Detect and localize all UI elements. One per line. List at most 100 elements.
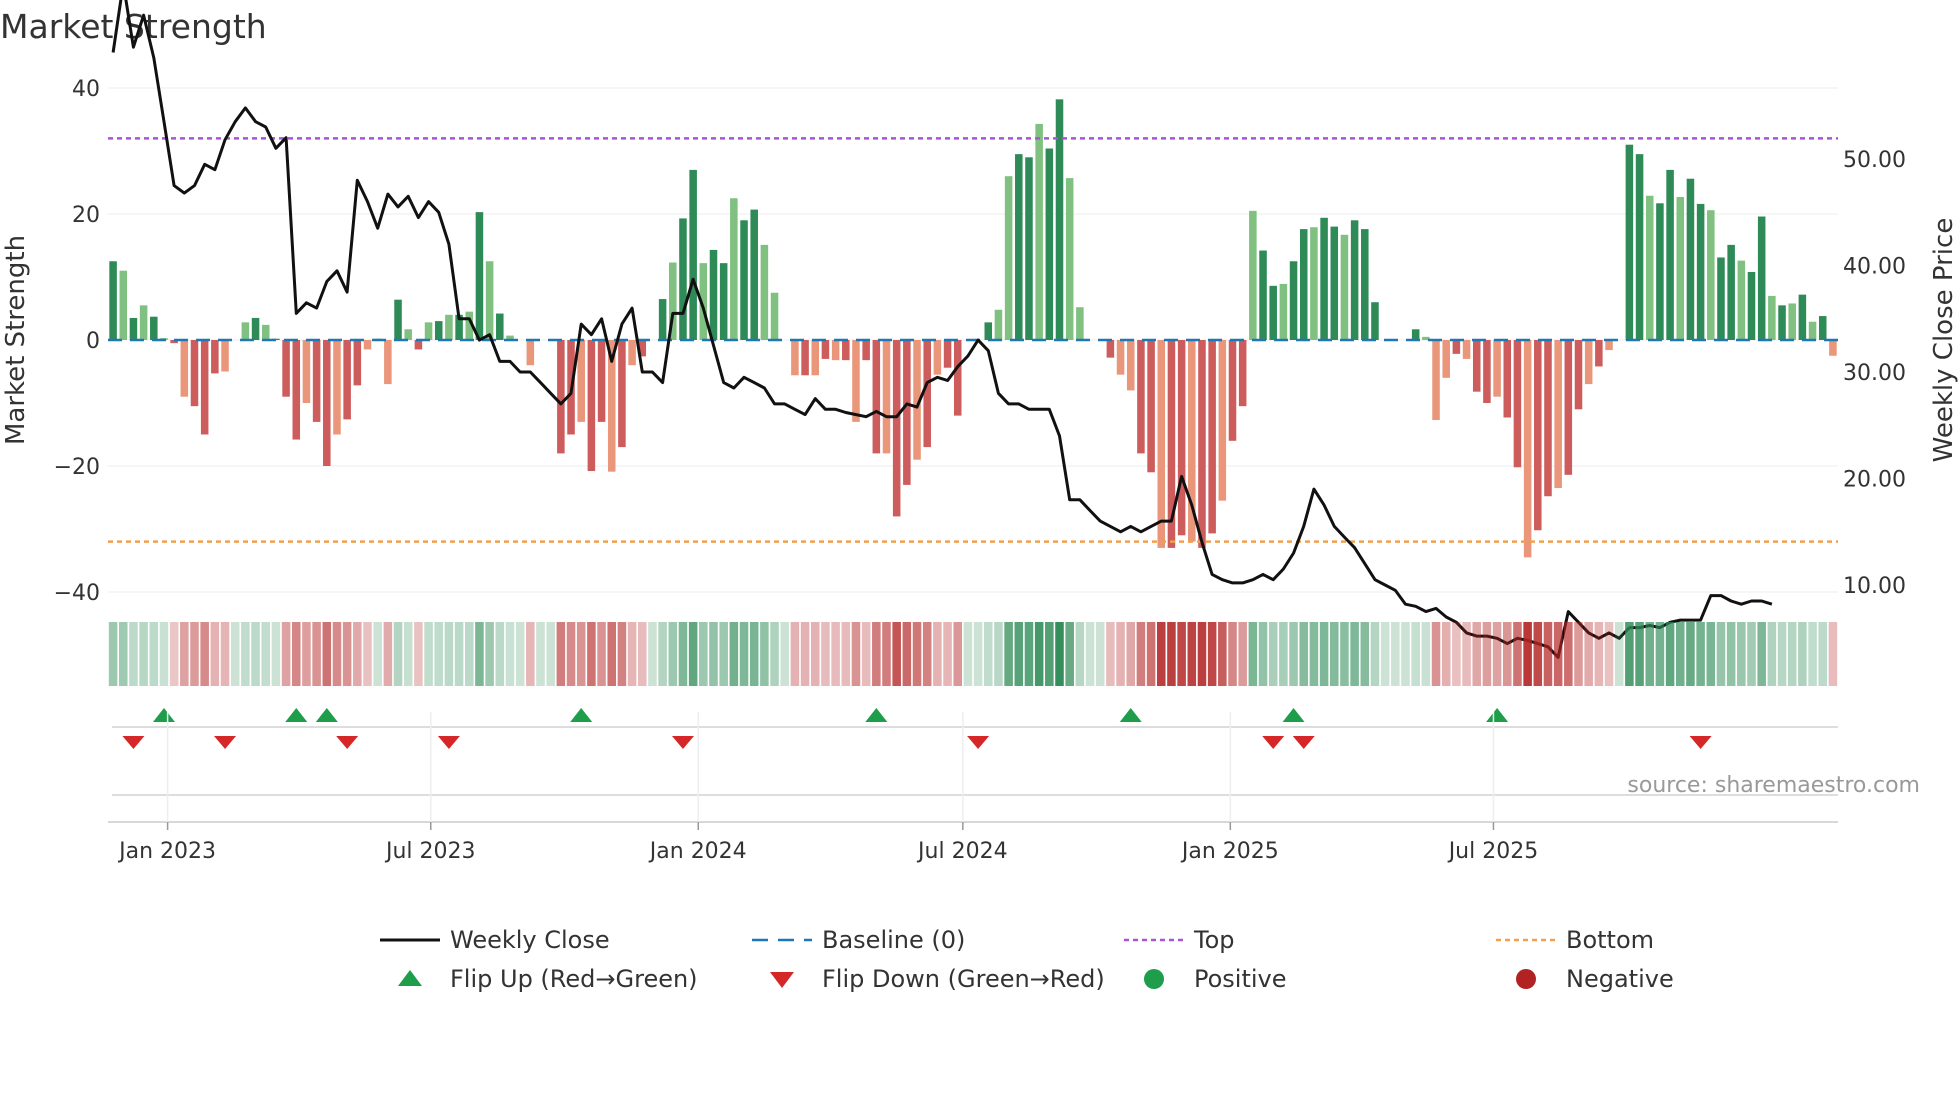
flip-down-marker <box>1689 736 1712 749</box>
strip-cell <box>1014 622 1024 686</box>
weekly-close-line <box>111 0 1773 659</box>
strip-cell <box>515 622 525 686</box>
positive-bar <box>394 299 402 340</box>
flip-up-marker <box>315 708 338 722</box>
strip-cell <box>1625 622 1634 686</box>
strip-cell <box>1584 622 1593 686</box>
left-tick-label: 40 <box>72 77 100 102</box>
strip-cell <box>1279 622 1288 686</box>
strip-cell <box>699 622 708 686</box>
strip-cell <box>1167 622 1176 686</box>
strip-cell <box>393 622 403 686</box>
date-tick-label: Jan 2024 <box>648 839 747 864</box>
negative-bar <box>1544 340 1552 497</box>
negative-bar <box>852 340 860 422</box>
source-note: source: sharemaestro.com <box>1627 773 1920 798</box>
negative-bar <box>302 340 311 403</box>
positive-bar <box>485 261 494 340</box>
strip-cell <box>312 622 321 686</box>
strip-cell <box>912 622 922 686</box>
strip-cell <box>688 622 698 686</box>
negative-bar <box>343 340 351 420</box>
positive-bar <box>1015 154 1023 340</box>
strip-cell <box>1309 622 1319 686</box>
positive-bar <box>1645 195 1654 340</box>
strip-cell <box>963 622 973 686</box>
positive-bar <box>475 212 484 340</box>
positive-bar <box>1289 261 1298 340</box>
strip-cell <box>1787 622 1797 686</box>
positive-bar <box>1625 144 1634 340</box>
positive-bar <box>455 314 463 340</box>
positive-bar <box>1259 250 1267 340</box>
strip-cell <box>1065 622 1074 686</box>
negative-bar <box>363 340 372 350</box>
strip-cell <box>108 622 118 686</box>
right-axis-title: Weekly Close Price <box>1929 218 1959 463</box>
positive-bar <box>719 263 728 340</box>
positive-bar <box>424 322 433 340</box>
positive-bar <box>1798 294 1807 340</box>
negative-bar <box>903 340 911 485</box>
positive-bar <box>679 218 687 340</box>
negative-bar <box>943 340 952 368</box>
positive-bar <box>1707 210 1715 340</box>
strip-cell <box>434 622 444 686</box>
negative-bar <box>1513 340 1522 468</box>
strip-cell <box>403 622 413 686</box>
negative-bar <box>1218 340 1227 501</box>
negative-bar <box>831 340 840 361</box>
strip-cell <box>943 622 952 686</box>
strip-cell <box>1564 622 1573 686</box>
negative-bar <box>1238 340 1247 407</box>
strip-cell <box>261 622 271 686</box>
strip-cell <box>1411 622 1420 686</box>
strip-cell <box>1706 622 1716 686</box>
negative-bar <box>1432 340 1440 421</box>
negative-bar <box>872 340 881 454</box>
left-tick-label: 20 <box>72 203 100 228</box>
strip-cell <box>556 622 566 686</box>
strip-cell <box>1268 622 1278 686</box>
positive-bar <box>1279 283 1288 340</box>
legend-label: Flip Up (Red→Green) <box>450 965 698 993</box>
positive-bar <box>709 249 718 340</box>
positive-bar <box>1249 210 1257 340</box>
positive-bar <box>1361 229 1369 340</box>
negative-bar <box>526 340 535 366</box>
strip-cell <box>770 622 779 686</box>
legend-label: Top <box>1193 926 1235 954</box>
positive-bar <box>1411 329 1420 340</box>
strip-cell <box>1085 622 1095 686</box>
strip-cell <box>1604 622 1614 686</box>
negative-bar <box>1126 340 1135 391</box>
strip-cell <box>454 622 464 686</box>
negative-bar <box>221 340 229 372</box>
strip-cell <box>1767 622 1777 686</box>
strip-cell <box>1329 622 1339 686</box>
positive-bar <box>1676 196 1685 340</box>
strip-cell <box>169 622 179 686</box>
strength-bars <box>109 99 1837 558</box>
positive-bar <box>109 261 117 340</box>
positive-bar <box>1686 178 1695 340</box>
negative-bar <box>801 340 809 376</box>
legend-item-bottom: Bottom <box>1496 926 1654 954</box>
date-axis: Jan 2023 Jul 2023 Jan 2024 Jul 2024 Jan 2025… <box>108 712 1838 864</box>
positive-bar <box>465 311 474 340</box>
negative-bar <box>557 340 565 454</box>
negative-bar <box>323 340 331 466</box>
legend-item-positive: Positive <box>1144 965 1287 993</box>
strip-cell <box>1116 622 1125 686</box>
legend-label: Positive <box>1194 965 1287 993</box>
strip-cell <box>739 622 749 686</box>
positive-bar <box>1778 305 1786 340</box>
negative-bar <box>1564 340 1573 475</box>
legend-label: Weekly Close <box>450 926 610 954</box>
strip-cell <box>760 622 769 686</box>
strip-cell <box>444 622 454 686</box>
strip-cell <box>200 622 209 686</box>
legend-item-close: Weekly Close <box>380 926 610 954</box>
strip-cell <box>1095 622 1105 686</box>
strip-cell <box>1441 622 1451 686</box>
